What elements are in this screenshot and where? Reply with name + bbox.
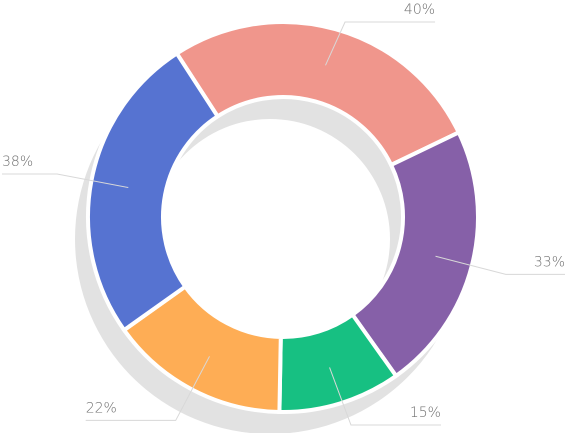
leader-line (85, 356, 210, 421)
donut (86, 20, 480, 415)
value-label: 22% (86, 400, 117, 416)
leader-line (435, 255, 565, 275)
donut-segment (86, 50, 221, 333)
value-label: 15% (410, 405, 441, 421)
leader-line (325, 21, 436, 66)
donut-segment (174, 20, 462, 168)
leader-line (2, 173, 129, 189)
donut-segment (349, 129, 480, 379)
value-label: 40% (404, 2, 435, 18)
labels: 40% 33% 15% 22% 38% (2, 2, 565, 426)
value-label: 38% (2, 154, 33, 170)
value-label: 33% (534, 254, 565, 270)
leader-line (329, 367, 441, 426)
